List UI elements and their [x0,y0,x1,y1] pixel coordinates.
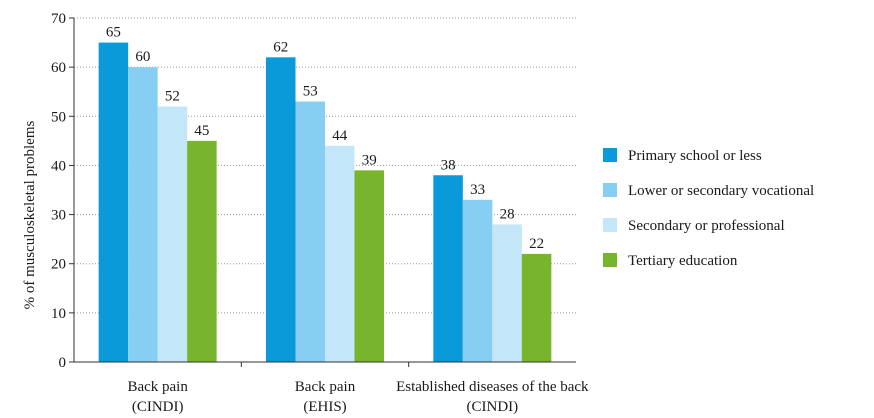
legend-label: Lower or secondary vocational [628,183,814,199]
legend-label: Tertiary education [628,253,738,269]
category-label: (EHIS) [303,399,346,415]
data-label: 65 [106,25,121,41]
y-tick-label: 0 [59,355,67,371]
y-tick-label: 40 [51,158,66,174]
bar [187,140,217,362]
data-label: 39 [362,152,377,168]
y-axis-ticks: 0 10 20 30 40 50 60 70 [51,11,75,371]
category-label: Established diseases of the back [396,379,589,395]
data-label: 52 [165,88,180,104]
bars [98,42,552,363]
y-tick-label: 70 [51,11,66,27]
data-label: 28 [500,206,515,222]
bar [98,42,129,362]
data-label: 45 [194,123,209,139]
data-label: 60 [135,49,150,65]
bar [492,224,522,362]
category-label: (CINDI) [467,399,519,415]
data-label: 53 [303,84,318,100]
bar [354,170,384,362]
y-tick-label: 10 [51,306,66,322]
y-axis-label: % of musculoskeletal problems [22,120,38,309]
y-tick-label: 20 [51,257,66,273]
legend-swatch [603,183,617,197]
data-label: 22 [529,236,544,252]
data-label: 44 [332,128,348,144]
y-tick-label: 60 [51,60,66,76]
bar [325,145,355,362]
legend-label: Primary school or less [628,148,762,164]
category-label: (CINDI) [132,399,184,415]
data-label: 38 [441,157,456,173]
legend-swatch [603,148,617,162]
bar [295,101,325,363]
bar [128,67,158,363]
bar [266,57,296,363]
category-label: Back pain [127,379,188,395]
legend-label: Secondary or professional [628,218,785,234]
y-tick-label: 30 [51,208,66,224]
data-labels: 65 60 52 45 62 53 44 39 38 33 28 22 [106,25,544,252]
legend-swatch [603,218,617,232]
category-label: Back pain [295,379,356,395]
legend-swatch [603,253,617,267]
data-label: 62 [273,39,288,55]
data-label: 33 [470,182,485,198]
legend: Primary school or less Lower or secondary… [603,148,814,269]
bar [433,175,463,362]
bar [462,199,493,362]
y-tick-label: 50 [51,109,66,125]
x-axis: Back pain (CINDI) Back pain (EHIS) Establish… [74,361,589,415]
bar [157,106,188,362]
bar [521,253,552,362]
